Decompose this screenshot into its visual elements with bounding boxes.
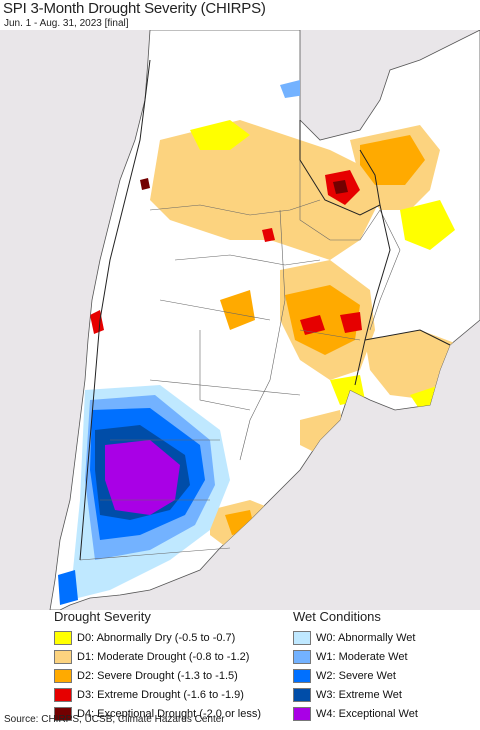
wet-legend-label: W3: Extreme Wet [316,688,402,701]
drought-legend-item: D3: Extreme Drought (-1.6 to -1.9) [54,685,261,704]
wet-legend-swatch [293,649,311,664]
d4-region-chaco [333,180,348,194]
drought-legend-swatch [54,649,72,664]
drought-legend-swatch [54,668,72,683]
map-subtitle: Jun. 1 - Aug. 31, 2023 [final] [4,18,129,29]
wet-legend-item: W4: Exceptional Wet [293,704,418,723]
drought-legend-label: D2: Severe Drought (-1.3 to -1.5) [77,669,238,682]
drought-legend-item: D4: Exceptional Drought (-2.0 or less) [54,704,261,723]
w4-region-patagonia [105,440,180,515]
wet-legend-swatch [293,668,311,683]
map-title: SPI 3-Month Drought Severity (CHIRPS) [3,0,266,17]
drought-legend-label: D1: Moderate Drought (-0.8 to -1.2) [77,650,250,663]
legend-drought-title: Drought Severity [54,609,151,624]
wet-legend-item: W2: Severe Wet [293,666,418,685]
drought-legend-label: D0: Abnormally Dry (-0.5 to -0.7) [77,631,236,644]
wet-legend-item: W1: Moderate Wet [293,647,418,666]
w1-region-north [280,80,305,98]
drought-legend-swatch [54,706,72,721]
drought-legend-item: D1: Moderate Drought (-0.8 to -1.2) [54,647,261,666]
legend-drought: Drought Severity D0: Abnormally Dry (-0.… [54,609,261,723]
wet-legend-label: W4: Exceptional Wet [316,707,418,720]
wet-legend-swatch [293,706,311,721]
d1-region-uruguay [365,330,460,400]
wet-legend-label: W0: Abnormally Wet [316,631,416,644]
drought-legend-label: D4: Exceptional Drought (-2.0 or less) [77,707,262,720]
drought-legend-label: D3: Extreme Drought (-1.6 to -1.9) [77,688,244,701]
drought-legend-item: D2: Severe Drought (-1.3 to -1.5) [54,666,261,685]
wet-legend-item: W3: Extreme Wet [293,685,418,704]
d0-region-east [400,200,455,250]
wet-legend-label: W2: Severe Wet [316,669,396,682]
d2-region-east [360,135,425,185]
d3-region-north [262,228,275,242]
drought-map [0,30,480,610]
w2-region-south-tip [58,570,78,605]
country-borders [79,59,451,561]
wet-legend-swatch [293,630,311,645]
d2-region-west [220,290,255,330]
drought-legend-item: D0: Abnormally Dry (-0.5 to -0.7) [54,628,261,647]
wet-legend-label: W1: Moderate Wet [316,650,408,663]
wet-legend-item: W0: Abnormally Wet [293,628,418,647]
d0-region-north [190,120,250,150]
admin-boundaries [79,110,401,561]
d2-region-center [285,285,360,355]
wet-legend-swatch [293,687,311,702]
drought-legend-swatch [54,687,72,702]
source-credit: Source: CHIRPS, UCSB, Climate Hazards Ce… [4,714,225,725]
d4-region-north [140,178,150,190]
legend-wet-title: Wet Conditions [293,609,381,624]
d3-region-center [300,315,325,335]
legend-wet: Wet Conditions W0: Abnormally Wet W1: Mod… [293,609,418,723]
d3-region-center-east [340,312,362,333]
d1-region-north [150,120,380,260]
drought-legend-swatch [54,630,72,645]
